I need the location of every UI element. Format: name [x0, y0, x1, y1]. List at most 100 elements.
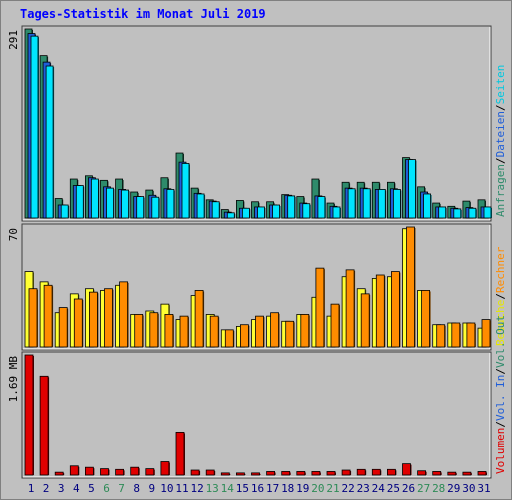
x-tick-day-30: 30: [462, 482, 475, 495]
x-tick-day-18: 18: [281, 482, 294, 495]
bar-seiten-day-13: [211, 201, 220, 219]
legend-entry: Anfragen: [494, 164, 507, 217]
bar-seiten-day-25: [392, 189, 401, 219]
legend-entry: Vol. In: [494, 375, 507, 421]
legend-entry: Rechner: [494, 246, 507, 293]
bar-volumen-day-29: [447, 471, 457, 476]
x-tick-day-12: 12: [190, 482, 203, 495]
bar-seiten-day-7: [121, 189, 129, 219]
x-tick-day-7: 7: [118, 482, 125, 495]
bar-rechner-day-16: [255, 315, 264, 348]
bar-rechner-day-27: [421, 290, 431, 348]
bar-rechner-day-19: [300, 314, 310, 348]
bar-volumen-day-4: [69, 465, 79, 476]
bar-rechner-day-25: [390, 271, 400, 348]
legend-entry: Vol. Out: [494, 315, 507, 368]
bar-seiten-day-31: [483, 206, 492, 219]
bar-volumen-day-17: [266, 471, 276, 476]
x-tick-day-27: 27: [417, 482, 430, 495]
legend-entry: /: [494, 293, 507, 300]
bar-seiten-day-26: [408, 159, 416, 219]
bar-rechner-day-29: [451, 322, 461, 348]
x-tick-day-10: 10: [160, 482, 173, 495]
bar-seiten-day-11: [181, 163, 190, 219]
legend-entry: /: [494, 104, 507, 111]
bar-seiten-day-9: [151, 196, 160, 219]
bar-rechner-day-14: [224, 329, 234, 348]
bar-volumen-day-2: [39, 375, 49, 476]
x-tick-day-31: 31: [477, 482, 490, 495]
bar-seiten-day-15: [241, 207, 250, 219]
x-tick-day-6: 6: [103, 482, 110, 495]
bar-rechner-day-10: [164, 314, 174, 348]
bar-seiten-day-3: [60, 204, 69, 219]
bar-seiten-day-10: [166, 189, 175, 219]
legend-top: Anfragen/Dateien/Seiten: [494, 65, 507, 217]
bar-seiten-day-16: [257, 206, 265, 219]
x-tick-day-16: 16: [251, 482, 264, 495]
x-tick-day-3: 3: [58, 482, 65, 495]
x-tick-day-24: 24: [372, 482, 386, 495]
x-tick-day-1: 1: [28, 482, 35, 495]
y-axis-max-label: 291: [7, 30, 20, 50]
bar-seiten-day-5: [91, 178, 99, 219]
bar-seiten-day-24: [377, 189, 386, 219]
bar-volumen-day-28: [432, 471, 442, 476]
bar-volumen-day-3: [54, 471, 64, 476]
x-tick-day-11: 11: [175, 482, 188, 495]
bar-rechner-day-30: [466, 322, 476, 348]
bar-rechner-day-28: [436, 324, 446, 348]
bar-seiten-day-19: [302, 203, 311, 219]
legend-entry: /: [494, 157, 507, 164]
x-tick-day-28: 28: [432, 482, 445, 495]
x-tick-day-17: 17: [266, 482, 279, 495]
x-tick-day-23: 23: [357, 482, 370, 495]
x-tick-day-26: 26: [402, 482, 415, 495]
bar-seiten-day-21: [332, 206, 341, 219]
x-tick-day-19: 19: [296, 482, 309, 495]
panel-border: [21, 25, 492, 222]
bar-seiten-day-17: [272, 204, 281, 219]
x-tick-day-2: 2: [43, 482, 50, 495]
legend-middle: Besuche/Rechner: [494, 246, 507, 346]
bar-seiten-day-8: [136, 196, 145, 219]
bar-rechner-day-6: [104, 288, 113, 348]
bar-volumen-day-25: [386, 468, 396, 476]
panel-border: [21, 223, 492, 351]
bar-volumen-day-5: [85, 466, 94, 476]
bar-volumen-day-7: [115, 468, 124, 476]
bar-rechner-day-5: [89, 291, 98, 348]
x-tick-day-8: 8: [133, 482, 140, 495]
bar-volumen-day-31: [477, 471, 487, 476]
legend-entry: Seiten: [494, 65, 507, 105]
bar-volumen-day-19: [296, 471, 306, 476]
bar-seiten-day-4: [75, 185, 84, 219]
bar-rechner-day-17: [270, 312, 280, 348]
bar-rechner-day-12: [194, 290, 204, 348]
bar-rechner-day-15: [239, 324, 249, 348]
y-axis-max-label: 1.69 MB: [7, 356, 20, 403]
x-tick-day-21: 21: [326, 482, 339, 495]
bar-volumen-day-23: [356, 468, 366, 476]
bar-rechner-day-1: [28, 288, 38, 348]
bar-rechner-day-9: [149, 312, 159, 348]
bar-rechner-day-13: [209, 315, 219, 348]
bar-volumen-day-1: [24, 354, 34, 476]
bar-volumen-day-10: [160, 461, 170, 476]
x-tick-day-9: 9: [148, 482, 155, 495]
bar-rechner-day-20: [315, 267, 325, 348]
bar-seiten-day-12: [196, 193, 205, 219]
x-tick-day-15: 15: [236, 482, 249, 495]
x-tick-day-29: 29: [447, 482, 460, 495]
x-tick-day-22: 22: [341, 482, 354, 495]
bar-rechner-day-22: [345, 269, 355, 348]
bar-seiten-day-20: [317, 196, 326, 219]
legend-entry: Volumen: [494, 428, 507, 474]
bar-volumen-day-21: [326, 471, 336, 476]
bar-volumen-day-27: [417, 470, 427, 476]
bar-seiten-day-6: [106, 187, 114, 219]
bar-volumen-day-15: [235, 472, 245, 476]
bar-volumen-day-9: [145, 468, 155, 476]
legend-bottom: Volumen/Vol. In/Vol. Out: [494, 315, 507, 474]
